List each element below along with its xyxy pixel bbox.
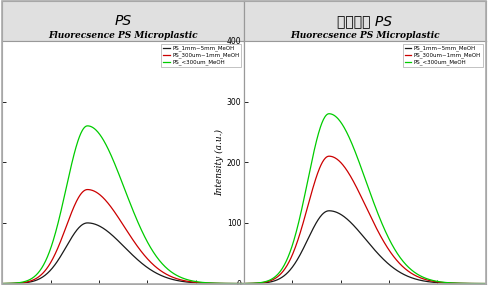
PS_<300um_MeOH	[0, 282, 5, 285]
PS_<300um_MeOH	[440, 280, 446, 284]
PS_300um~1mm_MeOH	[241, 282, 247, 285]
Line: PS_300um~1mm_MeOH: PS_300um~1mm_MeOH	[244, 156, 486, 284]
Y-axis label: Intensity (a.u.): Intensity (a.u.)	[215, 129, 224, 196]
PS_300um~1mm_MeOH	[358, 194, 364, 198]
PS_1mm~5mm_MeOH	[115, 239, 121, 242]
PS_1mm~5mm_MeOH	[198, 281, 204, 285]
PS_1mm~5mm_MeOH	[236, 282, 242, 285]
Text: 풍화가속 PS: 풍화가속 PS	[337, 14, 392, 28]
PS_<300um_MeOH	[326, 112, 332, 115]
Text: PS: PS	[115, 14, 132, 28]
Line: PS_1mm~5mm_MeOH: PS_1mm~5mm_MeOH	[2, 223, 244, 284]
PS_<300um_MeOH	[198, 280, 204, 284]
Title: Fluorecsence PS Microplastic: Fluorecsence PS Microplastic	[48, 31, 198, 40]
PS_300um~1mm_MeOH	[356, 191, 362, 194]
PS_1mm~5mm_MeOH	[85, 221, 91, 225]
PS_300um~1mm_MeOH	[131, 239, 137, 243]
PS_<300um_MeOH	[477, 282, 483, 285]
Legend: PS_1mm~5mm_MeOH, PS_300um~1mm_MeOH, PS_<300um_MeOH: PS_1mm~5mm_MeOH, PS_300um~1mm_MeOH, PS_<…	[161, 44, 241, 68]
Title: Fluorecsence PS Microplastic: Fluorecsence PS Microplastic	[290, 31, 440, 40]
PS_1mm~5mm_MeOH	[116, 240, 122, 243]
PS_<300um_MeOH	[356, 161, 362, 164]
PS_300um~1mm_MeOH	[0, 282, 5, 285]
PS_<300um_MeOH	[358, 165, 364, 168]
Line: PS_1mm~5mm_MeOH: PS_1mm~5mm_MeOH	[244, 211, 486, 284]
PS_<300um_MeOH	[115, 169, 121, 173]
PS_1mm~5mm_MeOH	[241, 282, 247, 285]
PS_300um~1mm_MeOH	[372, 224, 378, 227]
PS_<300um_MeOH	[241, 282, 247, 285]
Line: PS_<300um_MeOH: PS_<300um_MeOH	[2, 126, 244, 284]
PS_<300um_MeOH	[144, 239, 150, 242]
Line: PS_300um~1mm_MeOH: PS_300um~1mm_MeOH	[2, 190, 244, 284]
PS_<300um_MeOH	[131, 210, 137, 214]
PS_<300um_MeOH	[386, 236, 391, 239]
PS_1mm~5mm_MeOH	[386, 262, 391, 265]
PS_1mm~5mm_MeOH	[131, 254, 137, 258]
PS_1mm~5mm_MeOH	[477, 282, 483, 285]
PS_300um~1mm_MeOH	[440, 281, 446, 284]
PS_300um~1mm_MeOH	[85, 188, 91, 191]
PS_1mm~5mm_MeOH	[356, 230, 362, 233]
PS_300um~1mm_MeOH	[483, 282, 488, 285]
PS_300um~1mm_MeOH	[326, 154, 332, 158]
PS_300um~1mm_MeOH	[386, 247, 391, 251]
Line: PS_<300um_MeOH: PS_<300um_MeOH	[244, 114, 486, 284]
PS_<300um_MeOH	[241, 282, 247, 285]
PS_<300um_MeOH	[372, 205, 378, 208]
PS_<300um_MeOH	[236, 282, 242, 285]
PS_300um~1mm_MeOH	[198, 281, 204, 284]
Legend: PS_1mm~5mm_MeOH, PS_300um~1mm_MeOH, PS_<300um_MeOH: PS_1mm~5mm_MeOH, PS_300um~1mm_MeOH, PS_<…	[403, 44, 483, 68]
PS_300um~1mm_MeOH	[144, 256, 150, 260]
PS_1mm~5mm_MeOH	[358, 232, 364, 235]
PS_1mm~5mm_MeOH	[144, 265, 150, 269]
PS_1mm~5mm_MeOH	[326, 209, 332, 213]
PS_1mm~5mm_MeOH	[483, 282, 488, 285]
PS_<300um_MeOH	[483, 282, 488, 285]
PS_300um~1mm_MeOH	[477, 282, 483, 285]
PS_300um~1mm_MeOH	[115, 215, 121, 218]
PS_300um~1mm_MeOH	[241, 282, 247, 285]
PS_1mm~5mm_MeOH	[0, 282, 5, 285]
PS_1mm~5mm_MeOH	[372, 249, 378, 252]
PS_<300um_MeOH	[116, 173, 122, 176]
PS_300um~1mm_MeOH	[236, 282, 242, 285]
PS_<300um_MeOH	[85, 124, 91, 128]
PS_300um~1mm_MeOH	[116, 217, 122, 220]
PS_1mm~5mm_MeOH	[440, 281, 446, 285]
PS_1mm~5mm_MeOH	[241, 282, 247, 285]
